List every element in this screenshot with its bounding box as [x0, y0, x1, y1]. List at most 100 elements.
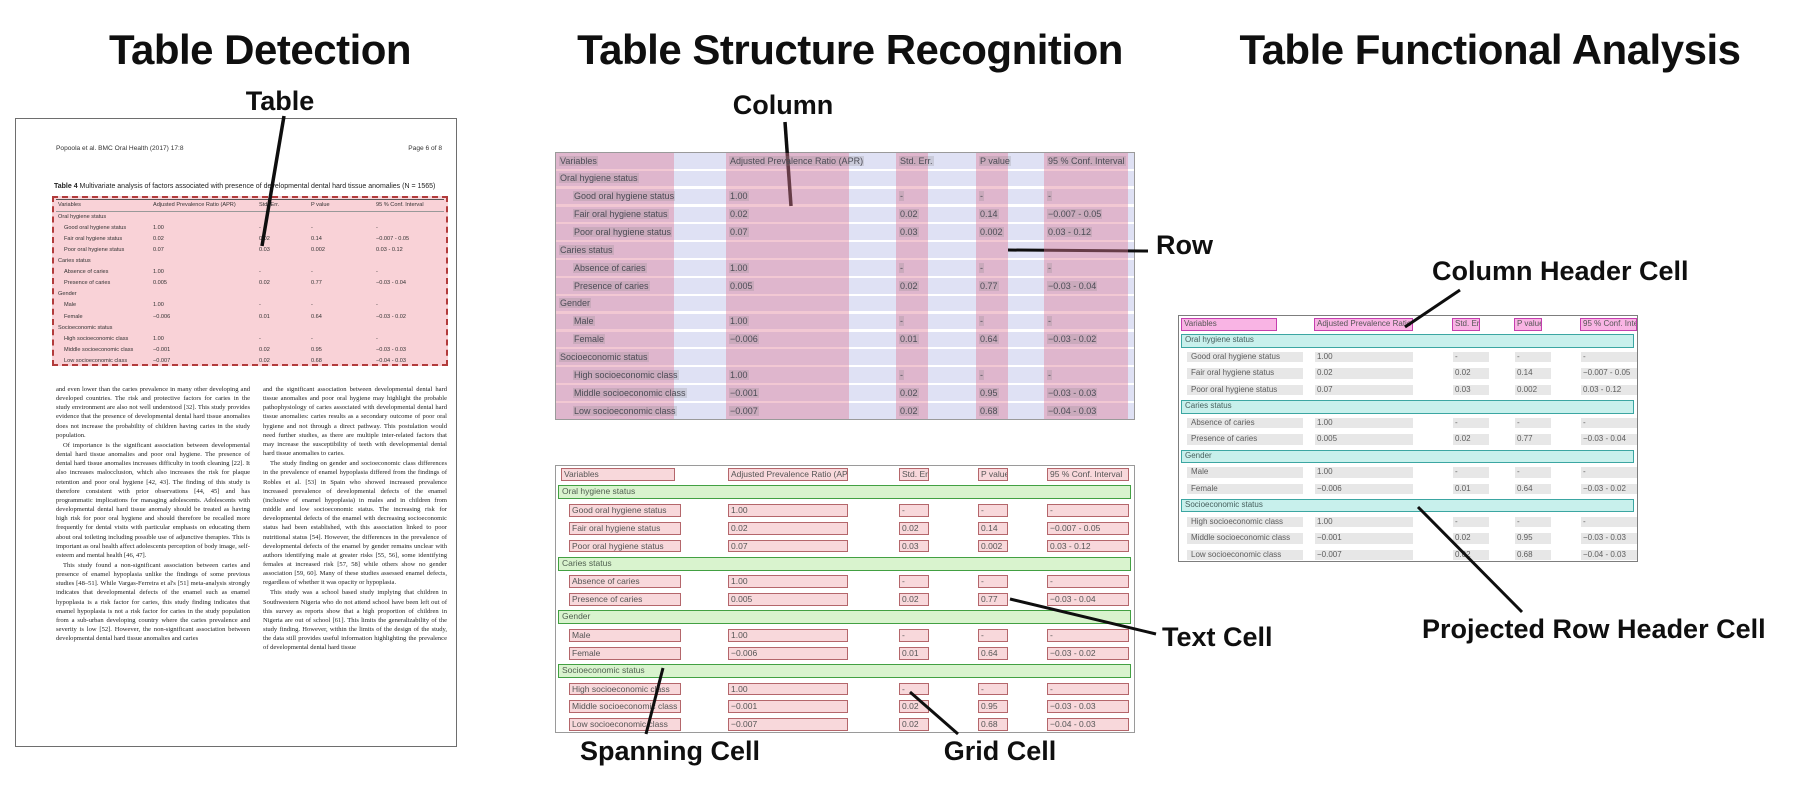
grid-cell: Female	[569, 646, 681, 660]
document-header: Popoola et al. BMC Oral Health (2017) 17…	[56, 145, 442, 152]
header-cell-text: Std. Err.	[899, 155, 934, 166]
row-band	[556, 153, 1134, 169]
grid-cell: -	[899, 682, 929, 696]
structure-rows-columns-table: Variables Adjusted Prevalence Ratio (APR)…	[555, 152, 1135, 420]
cell-text: 0.64	[979, 334, 999, 345]
column-band	[1044, 153, 1128, 419]
grid-cell: 1.00	[728, 628, 848, 642]
projected-row-header-cell: Gender	[1181, 449, 1634, 464]
grid-cell: 0.68	[978, 718, 1008, 732]
row-band	[556, 385, 1134, 401]
table-row: High socioeconomic class 1.00 - - -	[556, 367, 1134, 385]
cell-text: -	[899, 262, 904, 273]
cell-text: Male	[573, 316, 595, 327]
doc-cell: −0.007	[153, 357, 171, 364]
grid-cell: 0.03	[899, 539, 929, 553]
doc-cell: 0.68	[311, 357, 322, 364]
doc-cell: -	[259, 335, 261, 342]
cell-text: -	[979, 262, 984, 273]
body-text-right-column: and the significant association between …	[263, 385, 447, 654]
row-band	[556, 224, 1134, 241]
cell-text: Presence of caries	[573, 280, 650, 291]
table-row: Variables Adjusted Prevalence Ratio (APR)…	[556, 466, 1134, 484]
grid-cell: Presence of caries	[569, 593, 681, 606]
table-row: High socioeconomic class 1.00 - - -	[556, 680, 1134, 698]
text-cell: 0.005	[1315, 434, 1413, 445]
text-cell: Poor oral hygiene status	[1187, 384, 1303, 396]
doc-section-cell: Gender	[58, 291, 77, 298]
table-row: Male 1.00 - - -	[1179, 464, 1637, 480]
row-band	[556, 170, 1134, 187]
grid-cell: -	[899, 503, 929, 517]
doc-cell: 0.03 - 0.12	[376, 246, 403, 253]
header-cell-text: Variables	[559, 155, 598, 166]
doc-cell: −0.001	[153, 346, 171, 353]
doc-cell: Middle socioeconomic class	[64, 346, 134, 353]
grid-cell: -	[978, 628, 1008, 642]
doc-cell: 0.002	[311, 246, 325, 253]
text-cell: Absence of caries	[1187, 417, 1303, 429]
doc-cell: Male	[64, 302, 77, 309]
callout-grid-cell: Grid Cell	[943, 736, 1057, 766]
row-band	[556, 242, 1134, 258]
grid-cell: -	[899, 628, 929, 642]
text-cell: 1.00	[1315, 467, 1413, 478]
row-band	[556, 367, 1134, 383]
grid-cell: P value	[978, 468, 1008, 481]
table-row: Low socioeconomic class −0.007 0.02 0.68 −0.…	[556, 403, 1134, 419]
table-row: Socioeconomic status	[556, 662, 1134, 680]
cell-text: 0.68	[979, 405, 999, 416]
doc-cell: 0.005	[153, 280, 167, 287]
grid-cell: -	[1047, 503, 1129, 517]
text-cell: Good oral hygiene status	[1187, 351, 1303, 363]
text-cell: 1.00	[1315, 417, 1413, 429]
doc-cell: 0.02	[153, 235, 164, 242]
doc-cell: -	[259, 224, 261, 231]
cell-text: −0.007	[729, 405, 759, 416]
table-row: Female −0.006 0.01 0.64 −0.03 - 0.02	[1179, 481, 1637, 497]
grid-cell: 1.00	[728, 575, 848, 589]
text-cell: 0.07	[1315, 384, 1413, 396]
doc-cell: -	[259, 269, 261, 276]
table-row: Middle socioeconomic class −0.001 0.02 0.95…	[556, 698, 1134, 716]
doc-cell: Female	[64, 313, 83, 320]
doc-table-row: Middle socioeconomic class −0.001 0.02 0.95…	[56, 345, 444, 356]
text-cell: 0.68	[1515, 549, 1551, 561]
doc-cell: High socioeconomic class	[64, 335, 129, 342]
doc-cell: −0.04 - 0.03	[376, 357, 407, 364]
callout-column-header-cell: Column Header Cell	[1432, 256, 1689, 286]
row-band	[556, 260, 1134, 276]
table-row: Presence of caries 0.005 0.02 0.77 −0.03 - 0…	[1179, 431, 1637, 447]
grid-cell: Std. Err.	[899, 468, 929, 481]
column-header-cell: Variables	[1181, 318, 1277, 331]
cell-text: 1.00	[729, 191, 749, 202]
doc-cell: -	[376, 302, 378, 309]
table-row: Good oral hygiene status 1.00 - - -	[556, 188, 1134, 207]
row-band	[556, 206, 1134, 223]
row-band	[556, 313, 1134, 330]
cell-text: −0.04 - 0.03	[1047, 405, 1098, 416]
doc-cell: 0.02	[259, 357, 270, 364]
column-band	[556, 153, 674, 419]
table-caption-label: Table 4	[54, 183, 78, 190]
text-cell: 0.64	[1515, 483, 1551, 495]
section-cell-text: Caries status	[559, 244, 614, 255]
doc-section-cell: Socioeconomic status	[58, 324, 113, 331]
table-caption-text: Multivariate analysis of factors associa…	[77, 183, 436, 190]
grid-cell: Fair oral hygiene status	[569, 521, 681, 535]
text-cell: Male	[1187, 467, 1303, 478]
grid-cell: -	[978, 503, 1008, 517]
doc-table-row: Poor oral hygiene status 0.07 0.03 0.002 0.0…	[56, 245, 444, 256]
cell-text: 1.00	[729, 316, 749, 327]
row-band	[556, 295, 1134, 312]
cell-text: High socioeconomic class	[573, 369, 679, 380]
text-cell: 0.02	[1453, 368, 1489, 379]
text-cell: -	[1515, 516, 1551, 528]
table-row: Female −0.006 0.01 0.64 −0.03 - 0.02	[556, 645, 1134, 663]
text-cell: -	[1453, 351, 1489, 363]
panel-title-functional: Table Functional Analysis	[1239, 26, 1741, 73]
table-row: Male 1.00 - - -	[556, 313, 1134, 332]
grid-cell: -	[1047, 628, 1129, 642]
cell-text: 0.03	[899, 226, 919, 237]
grid-cell: Adjusted Prevalence Ratio (APR)	[728, 468, 848, 481]
